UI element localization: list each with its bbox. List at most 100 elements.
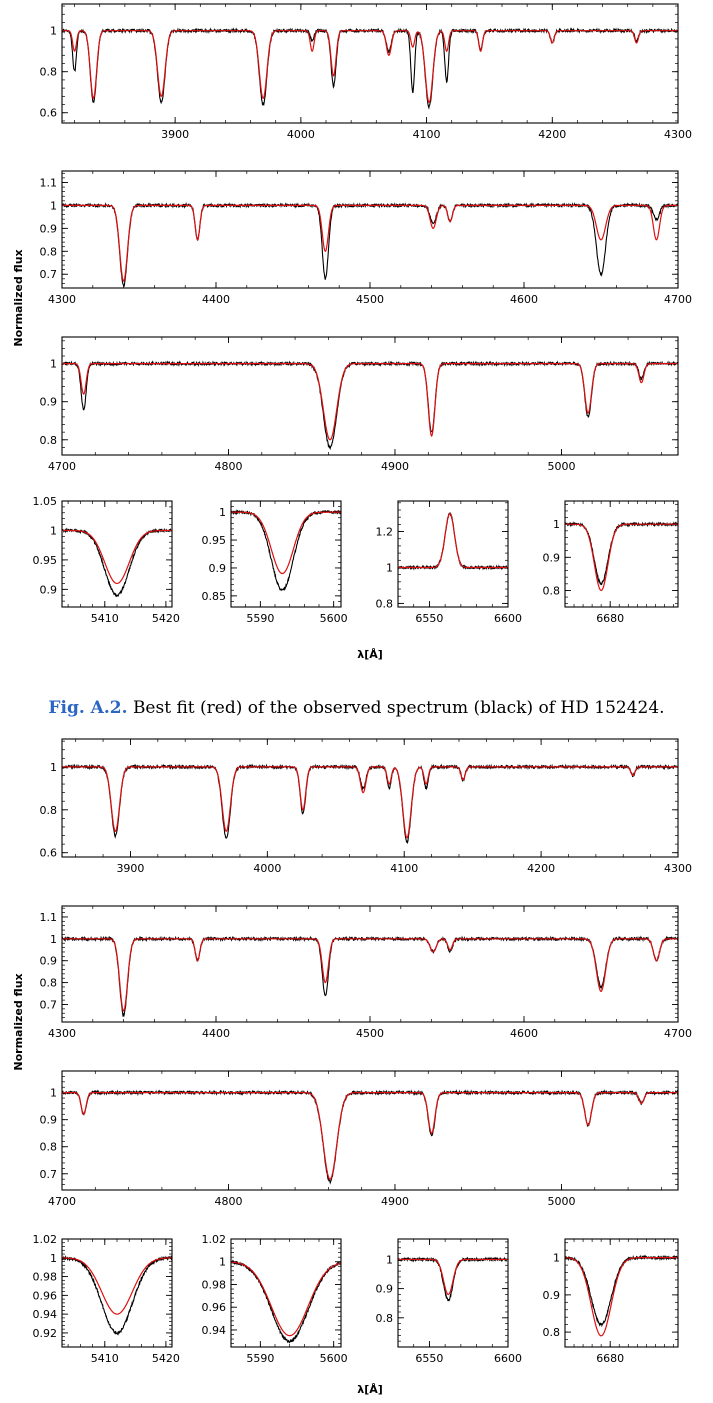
y-tick-label: 1 <box>553 518 560 531</box>
model-fit-line <box>231 511 341 575</box>
observed-spectrum-line <box>61 527 173 598</box>
x-tick-label: 4100 <box>413 128 441 141</box>
x-tick-label: 4300 <box>664 862 692 875</box>
model-fit-line <box>398 512 508 569</box>
y-tick-label: 0.8 <box>40 434 58 447</box>
x-tick-label: 3900 <box>161 128 189 141</box>
x-tick-label: 4500 <box>356 293 384 306</box>
y-tick-label: 0.94 <box>33 1308 58 1321</box>
x-tick-label: 4300 <box>48 293 76 306</box>
y-tick-label: 0.9 <box>40 583 58 596</box>
model-fit-line <box>565 523 678 592</box>
x-tick-label: 4400 <box>202 293 230 306</box>
ylabel-set2: Normalized flux <box>12 973 25 1070</box>
y-tick-label: 0.96 <box>33 1289 58 1302</box>
y-tick-label: 1 <box>219 506 226 519</box>
x-tick-label: 4000 <box>287 128 315 141</box>
plot-frame <box>397 1238 509 1348</box>
xlabel-set2: λ[Å] <box>357 1383 383 1396</box>
y-tick-label: 0.8 <box>40 977 58 990</box>
y-tick-label: 1 <box>386 1253 393 1266</box>
model-fit-line <box>564 1257 678 1337</box>
plot-frame <box>61 3 679 124</box>
x-tick-label: 5420 <box>152 612 180 625</box>
model-fit-line <box>62 363 678 441</box>
x-tick-label: 6680 <box>596 1352 624 1365</box>
model-fit-line <box>62 938 678 1012</box>
x-tick-label: 4800 <box>214 1195 242 1208</box>
plot-frame <box>61 1238 173 1348</box>
plot-frame <box>61 738 679 858</box>
model-fit-line <box>62 766 678 839</box>
observed-spectrum-line <box>61 1089 679 1185</box>
plot-frame <box>397 500 509 608</box>
y-tick-label: 0.6 <box>40 107 58 120</box>
y-tick-label: 0.7 <box>40 1168 58 1181</box>
y-tick-label: 1.1 <box>40 176 58 189</box>
y-tick-label: 0.9 <box>40 955 58 968</box>
panel-s1-p4b: 5590 5600 0.85 0.9 0.95 1 <box>202 500 348 625</box>
y-tick-label: 0.8 <box>40 66 58 79</box>
x-tick-label: 4700 <box>664 293 692 306</box>
y-tick-label: 0.8 <box>40 804 58 817</box>
x-tick-label: 6600 <box>494 612 522 625</box>
panel-s1-p2: 4300 4400 4500 4600 4700 0.7 0.8 0.9 1 1.1 <box>40 170 692 306</box>
panel-s1-p3: 4700 4800 4900 5000 0.8 0.9 1 <box>40 336 679 473</box>
plot-frame <box>61 1070 679 1191</box>
ylabel-set1: Normalized flux <box>12 249 25 346</box>
y-tick-label: 0.8 <box>40 1141 58 1154</box>
panel-s2-p4c: 6550 6600 0.8 0.9 1 <box>376 1238 522 1365</box>
y-tick-label: 0.7 <box>40 998 58 1011</box>
model-fit-line <box>62 1092 678 1180</box>
panel-s1-p4a: 5410 5420 0.9 0.95 1 1.05 <box>33 495 180 625</box>
panel-s2-p4d: 6680 0.8 0.9 1 <box>543 1238 679 1365</box>
y-tick-label: 0.8 <box>40 245 58 258</box>
panel-s1-p4d: 6680 0.8 0.9 1 <box>543 500 679 625</box>
y-tick-label: 0.9 <box>543 1289 561 1302</box>
y-tick-label: 0.8 <box>376 597 394 610</box>
model-fit-line <box>230 1261 342 1337</box>
y-tick-label: 0.8 <box>543 1326 561 1339</box>
plot-frame <box>61 905 679 1023</box>
panel-s1-p1: 3900 4000 4100 4200 4300 0.6 0.8 1 <box>40 3 692 141</box>
observed-spectrum-line <box>230 1259 342 1344</box>
y-tick-label: 1 <box>50 199 57 212</box>
y-tick-label: 0.9 <box>40 1114 58 1127</box>
y-tick-label: 1 <box>50 25 57 38</box>
figure-caption-label[interactable]: Fig. A.2. <box>48 698 128 718</box>
plot-frame <box>61 500 173 608</box>
plot-frame <box>61 170 679 289</box>
y-tick-label: 0.95 <box>202 534 227 547</box>
figure-caption: Fig. A.2. Best fit (red) of the observed… <box>0 698 713 718</box>
y-tick-label: 1 <box>386 561 393 574</box>
x-tick-label: 4200 <box>527 862 555 875</box>
y-tick-label: 1.02 <box>33 1233 58 1246</box>
x-tick-label: 6680 <box>596 612 624 625</box>
y-tick-label: 0.8 <box>376 1312 394 1325</box>
x-tick-label: 4100 <box>390 862 418 875</box>
y-tick-label: 1.1 <box>40 911 58 924</box>
plot-frame <box>230 1238 342 1348</box>
x-tick-label: 4800 <box>214 460 242 473</box>
y-tick-label: 0.9 <box>543 551 561 564</box>
model-fit-line <box>61 1257 173 1315</box>
spectrum-panels: 3900 4000 4100 4200 4300 0.6 0.8 1 4300 4400 4500 4… <box>33 3 692 1365</box>
observed-spectrum-line <box>61 201 679 288</box>
y-tick-label: 1 <box>50 761 57 774</box>
plot-frame <box>564 500 679 608</box>
x-tick-label: 4700 <box>48 460 76 473</box>
y-tick-label: 0.95 <box>33 554 58 567</box>
y-tick-label: 1.02 <box>202 1233 227 1246</box>
x-tick-label: 5600 <box>320 1352 348 1365</box>
panel-s2-p1: 3900 4000 4100 4200 4300 0.6 0.8 1 <box>40 738 692 875</box>
y-tick-label: 0.98 <box>33 1271 58 1284</box>
x-tick-label: 5590 <box>246 1352 274 1365</box>
observed-spectrum-line <box>230 509 342 592</box>
y-tick-label: 1 <box>50 933 57 946</box>
y-tick-label: 0.9 <box>40 222 58 235</box>
y-tick-label: 0.6 <box>40 847 58 860</box>
y-tick-label: 0.9 <box>376 1283 394 1296</box>
x-tick-label: 4600 <box>510 1027 538 1040</box>
y-tick-label: 0.96 <box>202 1301 227 1314</box>
